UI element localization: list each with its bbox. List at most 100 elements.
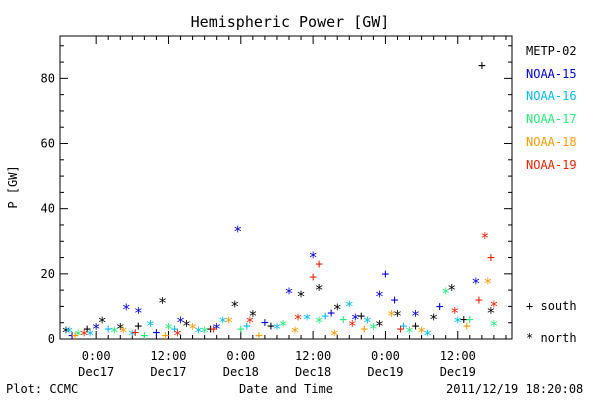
north-data-point: * [489, 297, 498, 315]
north-data-point: * [212, 320, 221, 338]
south-data-point: + [315, 257, 323, 272]
north-data-point: * [128, 327, 137, 345]
south-data-point: + [436, 299, 444, 314]
south-data-point: + [210, 322, 218, 337]
north-data-point: * [218, 314, 227, 332]
north-data-point: * [480, 229, 489, 247]
north-data-point: * [284, 284, 293, 302]
y-tick-label: 60 [41, 137, 55, 151]
x-tick-label-date: Dec19 [440, 365, 476, 379]
south-data-point: + [162, 329, 170, 344]
north-data-point: * [417, 323, 426, 341]
north-marker: * [526, 331, 534, 345]
south-data-point: + [171, 322, 179, 337]
south-data-point: + [463, 319, 471, 334]
south-data-point: + [237, 322, 245, 337]
north-data-point: * [297, 288, 306, 306]
south-data-point: + [71, 329, 79, 344]
x-tick-label-time: 0:00 [371, 349, 400, 363]
north-data-point: * [248, 307, 257, 325]
south-data-point: + [255, 329, 263, 344]
y-tick-label: 80 [41, 71, 55, 85]
north-data-point: * [450, 304, 459, 322]
y-tick-label: 40 [41, 202, 55, 216]
north-data-point: * [65, 323, 74, 341]
north-data-point: * [291, 323, 300, 341]
north-data-point: * [429, 310, 438, 328]
north-data-point: * [315, 281, 324, 299]
north-data-point: * [158, 294, 167, 312]
y-axis-ticks: 0 20 40 60 80 [41, 45, 512, 346]
north-data-point: * [164, 320, 173, 338]
south-marker: + [526, 299, 534, 313]
north-data-point: * [200, 323, 209, 341]
south-data-point: + [357, 309, 365, 324]
south-data-point: + [339, 312, 347, 327]
series-legend: METP-02 NOAA-15 NOAA-16 NOAA-17 NOAA-18 NOAA-… [526, 40, 577, 176]
north-data-point: * [62, 323, 71, 341]
north-data-point: * [98, 314, 107, 332]
north-data-point: * [272, 320, 281, 338]
north-data-point: * [194, 323, 203, 341]
north-data-point: * [333, 301, 342, 319]
south-data-point: + [153, 325, 161, 340]
north-data-point: * [348, 317, 357, 335]
x-tick-label-date: Dec17 [150, 365, 186, 379]
north-data-point: * [230, 297, 239, 315]
north-data-point: * [224, 314, 233, 332]
north-data-point: * [188, 320, 197, 338]
south-data-point: + [134, 319, 142, 334]
x-tick-label-time: 12:00 [295, 349, 331, 363]
legend-entry-noaa-15: NOAA-15 [526, 66, 577, 81]
north-data-point: * [330, 327, 339, 345]
legend-entry-noaa-18: NOAA-18 [526, 134, 577, 149]
north-data-point: * [393, 307, 402, 325]
north-data-point: * [74, 327, 83, 345]
south-data-point: + [382, 267, 390, 282]
y-axis-label: P [GW] [6, 165, 20, 208]
north-data-point: * [116, 320, 125, 338]
north-data-point: * [375, 288, 384, 306]
north-data-point: * [86, 327, 95, 345]
north-data-point: * [453, 314, 462, 332]
north-data-point: * [387, 307, 396, 325]
south-data-point: + [131, 325, 139, 340]
north-data-point: * [483, 275, 492, 293]
north-data-point: * [294, 310, 303, 328]
south-data-point: + [478, 58, 486, 73]
south-data-point: + [321, 309, 329, 324]
north-data-point: * [122, 301, 131, 319]
north-data-point: * [134, 304, 143, 322]
x-tick-label-time: 12:00 [150, 349, 186, 363]
north-data-point: * [411, 307, 420, 325]
north-data-point: * [375, 317, 384, 335]
north-data-point: * [182, 317, 191, 335]
x-tick-label-date: Dec19 [367, 365, 403, 379]
y-tick-label: 0 [48, 332, 55, 346]
chart-title: Hemispheric Power [GW] [191, 13, 390, 31]
south-data-point: + [487, 251, 495, 266]
south-data-point: + [412, 319, 420, 334]
north-data-point: * [110, 323, 119, 341]
north-data-point: * [119, 323, 128, 341]
south-data-point: + [460, 312, 468, 327]
south-data-point: + [140, 329, 148, 344]
south-data-point: + [391, 293, 399, 308]
north-data-point: * [315, 314, 324, 332]
north-data-point: * [441, 284, 450, 302]
south-data-point: + [400, 319, 408, 334]
plot-frame [59, 35, 513, 340]
x-tick-label-date: Dec18 [223, 365, 259, 379]
legend-entry-noaa-17: NOAA-17 [526, 112, 577, 127]
north-data-point: * [233, 222, 242, 240]
south-data-point: + [261, 316, 269, 331]
north-data-point: * [309, 249, 318, 267]
south-data-point: + [68, 329, 76, 344]
north-data-point: * [345, 297, 354, 315]
x-tick-label-time: 0:00 [82, 349, 111, 363]
north-data-point: * [363, 314, 372, 332]
x-tick-label-time: 0:00 [226, 349, 255, 363]
legend-entry-noaa-19: NOAA-19 [526, 157, 577, 172]
plot-credit: Plot: CCMC [6, 382, 79, 396]
north-data-point: * [405, 323, 414, 341]
